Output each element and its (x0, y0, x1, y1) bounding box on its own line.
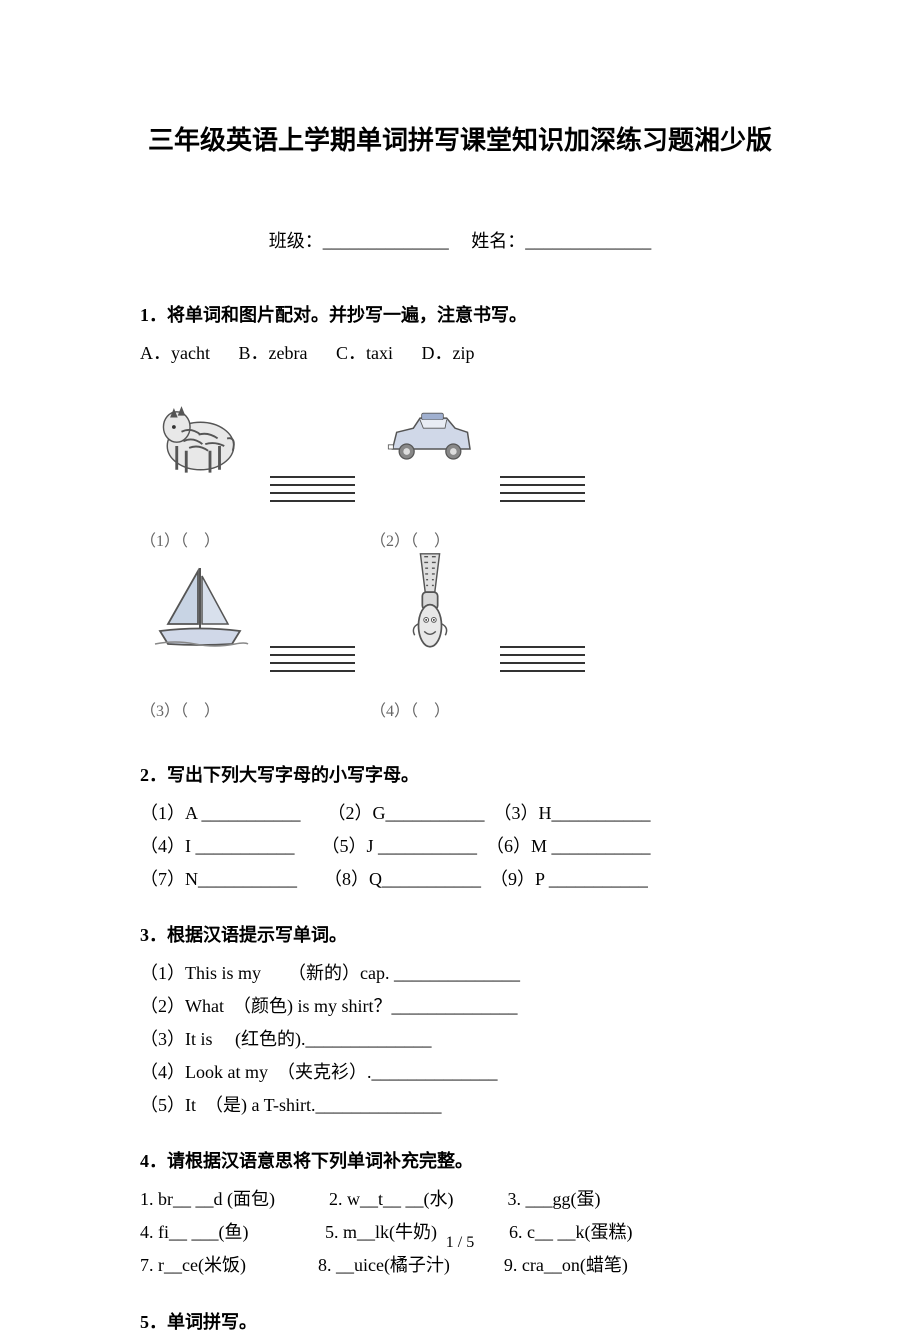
zebra-image (150, 381, 250, 491)
q3-item-5[interactable]: （5）It （是) a T-shirt.______________ (140, 1091, 780, 1120)
q2-heading: 2．写出下列大写字母的小写字母。 (140, 761, 780, 787)
q5-heading: 5．单词拼写。 (140, 1308, 780, 1334)
q3-heading: 3．根据汉语提示写单词。 (140, 921, 780, 947)
q1-pic-2-label[interactable]: （2）（ ） (370, 527, 450, 551)
q3-item-4[interactable]: （4）Look at my （夹克衫）.______________ (140, 1058, 780, 1087)
q1-pic-4-label[interactable]: （4）（ ） (370, 697, 450, 721)
q1-pic-3-cell: （3）（ ） (140, 551, 350, 721)
writing-lines-2[interactable] (500, 476, 585, 508)
q3-item-3[interactable]: （3）It is (红色的).______________ (140, 1025, 780, 1054)
q1-option-b: B．zebra (238, 343, 307, 363)
q3-item-1[interactable]: （1）This is my （新的）cap. ______________ (140, 959, 780, 988)
q1-picture-grid: （1）（ ） （2）（ ） (140, 381, 780, 721)
q1-heading: 1．将单词和图片配对。并抄写一遍，注意书写。 (140, 301, 780, 327)
document-title: 三年级英语上学期单词拼写课堂知识加深练习题湘少版 (140, 120, 780, 157)
q4-heading: 4．请根据汉语意思将下列单词补充完整。 (140, 1147, 780, 1173)
writing-lines-3[interactable] (270, 646, 355, 678)
q4-container: 4．请根据汉语意思将下列单词补充完整。 1. br__ __d (面包) 2. … (140, 1147, 780, 1279)
q4-row-1[interactable]: 1. br__ __d (面包) 2. w__t__ __(水) 3. ___g… (140, 1185, 780, 1214)
taxi-image (380, 381, 480, 491)
q1-pic-1-label[interactable]: （1）（ ） (140, 527, 220, 551)
name-field[interactable]: 姓名：______________ (471, 231, 651, 251)
q1-option-c: C．taxi (336, 343, 393, 363)
q2-row-1[interactable]: （1）A ___________ （2）G___________ （3）H___… (140, 799, 780, 828)
q1-pic-3-label[interactable]: （3）（ ） (140, 697, 220, 721)
q1-pic-1-cell: （1）（ ） (140, 381, 350, 551)
q3-container: 3．根据汉语提示写单词。 （1）This is my （新的）cap. ____… (140, 921, 780, 1119)
q1-options: A．yacht B．zebra C．taxi D．zip (140, 339, 780, 365)
page-number: 1 / 5 (0, 1234, 920, 1252)
student-info-line: 班级：______________ 姓名：______________ (140, 227, 780, 253)
q1-option-d: D．zip (421, 343, 474, 363)
writing-lines-1[interactable] (270, 476, 355, 508)
q1-pic-4-cell: （4）（ ） (370, 551, 580, 721)
writing-lines-4[interactable] (500, 646, 585, 678)
q4-row-3[interactable]: 7. r__ce(米饭) 8. __uice(橘子汁) 9. cra__on(蜡… (140, 1251, 780, 1280)
q2-row-3[interactable]: （7）N___________ （8）Q___________ （9）P ___… (140, 865, 780, 894)
class-field[interactable]: 班级：______________ (269, 231, 449, 251)
yacht-image (150, 551, 250, 661)
q3-item-2[interactable]: （2）What （颜色) is my shirt？______________ (140, 992, 780, 1021)
q1-pic-2-cell: （2）（ ） (370, 381, 580, 551)
q1-option-a: A．yacht (140, 343, 210, 363)
q2-container: 2．写出下列大写字母的小写字母。 （1）A ___________ （2）G__… (140, 761, 780, 893)
zip-image (380, 551, 480, 661)
q2-row-2[interactable]: （4）I ___________ （5）J ___________ （6）M _… (140, 832, 780, 861)
